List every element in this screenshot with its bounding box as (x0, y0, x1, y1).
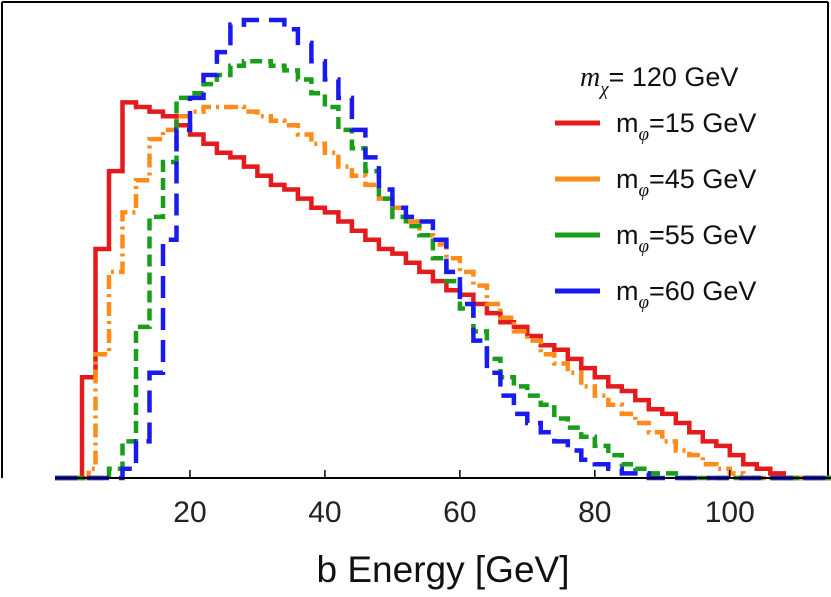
legend-entries: mφ=15 GeV mφ=45 GeV mφ=55 GeV mφ=60 GeV (555, 108, 756, 313)
legend-title: mχ= 120 GeV (580, 62, 738, 100)
x-tick-label: 80 (578, 496, 611, 529)
x-tick-label: 100 (705, 496, 755, 529)
series-1-line (55, 100, 831, 481)
series-3-line (55, 58, 831, 481)
legend-label-3: mφ=55 GeV (616, 220, 756, 257)
legend-label-1: mφ=15 GeV (616, 108, 756, 145)
legend-label-2: mφ=45 GeV (616, 164, 756, 201)
x-tick-label: 60 (443, 496, 476, 529)
x-tick-label: 20 (173, 496, 206, 529)
x-ticks: 20 40 60 80 100 (173, 470, 755, 529)
legend-label-4: mφ=60 GeV (616, 276, 756, 313)
series-4-line (55, 17, 831, 481)
x-tick-label: 40 (308, 496, 341, 529)
x-axis-label: b Energy [GeV] (317, 549, 570, 590)
series-layer (55, 17, 831, 481)
